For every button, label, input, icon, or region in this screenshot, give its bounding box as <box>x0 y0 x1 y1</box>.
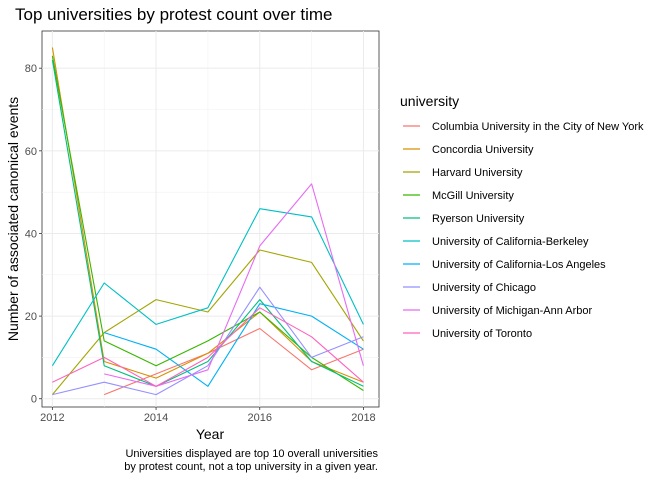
y-tick-label: 20 <box>25 311 37 323</box>
y-tick-label: 80 <box>25 63 37 75</box>
series-line <box>52 307 364 387</box>
x-axis-title: Year <box>196 426 225 442</box>
legend-label: University of Chicago <box>432 282 536 294</box>
x-tick-label: 2018 <box>351 412 375 424</box>
x-tick-label: 2012 <box>40 412 64 424</box>
caption-line-1: Universities displayed are top 10 overal… <box>125 448 378 460</box>
legend-label: Ryerson University <box>432 213 525 225</box>
series-line <box>51 59 364 387</box>
plot-panel <box>41 30 380 408</box>
legend-label: Concordia University <box>432 144 534 156</box>
series-line <box>104 303 364 387</box>
y-axis: 0 20 40 60 80 <box>25 63 42 406</box>
legend-label: Columbia University in the City of New Y… <box>432 121 644 133</box>
legend-label: Harvard University <box>432 167 523 179</box>
series-line <box>52 286 364 396</box>
series-line <box>104 183 364 387</box>
legend-label: University of California-Berkeley <box>432 236 589 248</box>
y-axis-title: Number of associated canonical events <box>5 97 21 341</box>
x-axis: 2012 2014 2016 2018 <box>40 407 376 424</box>
legend-label: McGill University <box>432 190 514 202</box>
y-tick-label: 40 <box>25 228 37 240</box>
grid-lines <box>42 31 379 407</box>
caption-line-2: by protest count, not a top university i… <box>124 461 378 473</box>
x-tick-label: 2016 <box>248 412 272 424</box>
legend-label: University of Michigan-Ann Arbor <box>432 305 593 317</box>
series-line <box>103 327 364 396</box>
y-tick-label: 0 <box>31 394 37 406</box>
legend-title: university <box>400 93 459 109</box>
legend-label: University of Toronto <box>432 328 532 340</box>
chart-title: Top universities by protest count over t… <box>15 5 332 24</box>
legend-label: University of California-Los Angeles <box>432 259 606 271</box>
x-tick-label: 2014 <box>144 412 168 424</box>
legend: university Columbia University in the Ci… <box>400 93 644 340</box>
series-lines <box>51 47 364 396</box>
y-tick-label: 60 <box>25 146 37 158</box>
series-line <box>51 208 364 366</box>
